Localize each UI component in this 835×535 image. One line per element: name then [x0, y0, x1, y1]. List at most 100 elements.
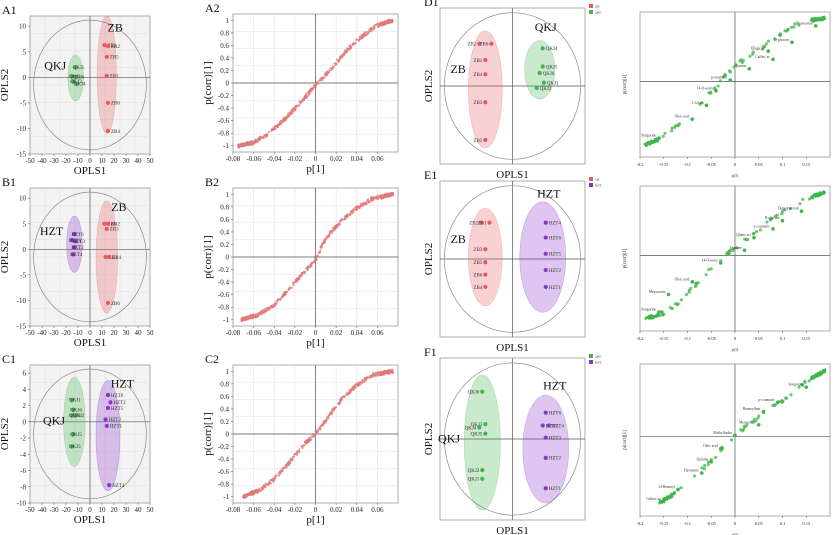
variable-point — [354, 38, 358, 42]
variable-point — [357, 384, 360, 387]
variable-point — [391, 368, 394, 371]
variable-point — [256, 488, 259, 492]
variable-point — [670, 126, 674, 130]
variable-point — [653, 140, 656, 143]
x-tick-label: -0.06 — [246, 506, 261, 514]
sample-label: HZT3 — [549, 436, 562, 441]
sample-point — [108, 400, 113, 405]
variable-point — [377, 197, 380, 200]
variable-point — [332, 227, 335, 230]
variable-label: Oleic acid — [703, 444, 718, 448]
x-tick-label: -20 — [61, 506, 71, 514]
variable-point — [707, 91, 711, 95]
x-tick-label: 0.04 — [351, 506, 364, 514]
variable-point — [328, 69, 331, 72]
variable-point — [278, 471, 281, 474]
variable-point — [297, 277, 301, 280]
variable-label: Mesaconite — [739, 420, 756, 424]
variable-point — [286, 114, 289, 117]
variable-point — [813, 193, 816, 196]
labeled-variable-point — [718, 261, 723, 265]
x-tick-label: 0.15 — [802, 162, 811, 167]
variable-point — [371, 29, 374, 32]
variable-point — [353, 208, 356, 211]
sample-point — [69, 397, 75, 403]
panel-d2: D2p[1]p(corr)[1]-0.2-0.15-0.1-0.0500.050… — [623, 11, 831, 178]
variable-point — [294, 106, 298, 109]
hotelling-ellipse — [444, 12, 582, 160]
variable-point — [380, 196, 384, 200]
variable-point — [813, 376, 816, 379]
variable-point — [284, 291, 287, 294]
sample-label: HZT5 — [546, 424, 559, 429]
x-tick-label: -0.15 — [659, 336, 669, 341]
panel-c2: C2 p[1] p(corr)[1] -0.08 -0.06 -0.04 -0.02 0 0.0… — [202, 352, 399, 526]
sample-label: ZB5 — [110, 56, 119, 61]
y-tick-label: 0 — [23, 418, 27, 426]
legend-swatch — [589, 4, 593, 8]
variable-point — [335, 226, 338, 229]
y-tick-label: -0.6 — [218, 291, 230, 299]
sample-label: QKJ2 — [468, 469, 480, 474]
variable-point — [376, 371, 380, 374]
variable-point — [707, 267, 711, 272]
labeled-variable-point — [690, 280, 695, 284]
variable-point — [296, 450, 299, 453]
x-tick-label: -0.1 — [684, 162, 691, 167]
y-tick-label: -0.2 — [218, 266, 230, 274]
sample-point — [483, 72, 488, 77]
variable-point — [337, 60, 340, 63]
sample-point — [483, 284, 488, 290]
variable-point — [297, 104, 300, 108]
variable-point — [379, 194, 382, 197]
y-tick-label: 0.2 — [220, 241, 229, 249]
sample-point — [546, 423, 551, 428]
variable-point — [267, 131, 270, 134]
y-axis-label: OPLS2 — [423, 70, 435, 102]
x-tick-label: 0 — [734, 162, 737, 167]
variable-point — [327, 71, 331, 74]
variable-point — [361, 379, 364, 382]
variable-point — [308, 266, 312, 269]
sample-label: ZB3 — [110, 228, 119, 233]
variable-point — [650, 316, 653, 320]
variable-point — [299, 274, 302, 277]
variable-point — [355, 382, 359, 385]
variable-point — [797, 23, 801, 27]
sample-label: QKJ3 — [69, 445, 81, 450]
y-axis-label: OPLS2 — [0, 69, 11, 101]
y-tick-label: -10 — [17, 500, 27, 508]
x-tick-label: -40 — [37, 506, 47, 514]
labeled-variable-point — [752, 235, 756, 240]
variable-point — [261, 488, 264, 491]
labeled-variable-point — [657, 136, 661, 140]
variable-point — [822, 192, 825, 196]
hotelling-ellipse — [444, 362, 582, 516]
sample-label: ZB4 — [473, 286, 482, 291]
variable-point — [696, 281, 700, 285]
variable-point — [660, 310, 664, 314]
variable-point — [758, 228, 762, 232]
panel-label: B1 — [2, 175, 16, 189]
variable-point — [661, 134, 665, 138]
sample-label: HZT3 — [73, 240, 86, 245]
variable-point — [276, 123, 279, 127]
variable-point — [800, 382, 804, 387]
sample-label: HZT2 — [549, 269, 562, 274]
labeled-variable-point — [714, 89, 718, 93]
labeled-variable-point — [790, 40, 794, 45]
variable-point — [312, 85, 316, 88]
y-axis-label: OPLS2 — [0, 418, 11, 450]
sample-label: HZT5 — [549, 253, 562, 258]
hotelling-ellipse — [444, 185, 582, 333]
y-tick-label: -10 — [17, 297, 27, 305]
variable-label: Quinic aci — [736, 233, 751, 237]
x-axis-label: OPLS1 — [74, 514, 106, 526]
variable-point — [778, 32, 782, 36]
variable-point — [348, 389, 351, 392]
x-tick-label: -0.02 — [288, 155, 303, 163]
variable-point — [338, 56, 341, 59]
x-tick-label: 0 — [88, 506, 92, 514]
variable-point — [677, 122, 682, 126]
